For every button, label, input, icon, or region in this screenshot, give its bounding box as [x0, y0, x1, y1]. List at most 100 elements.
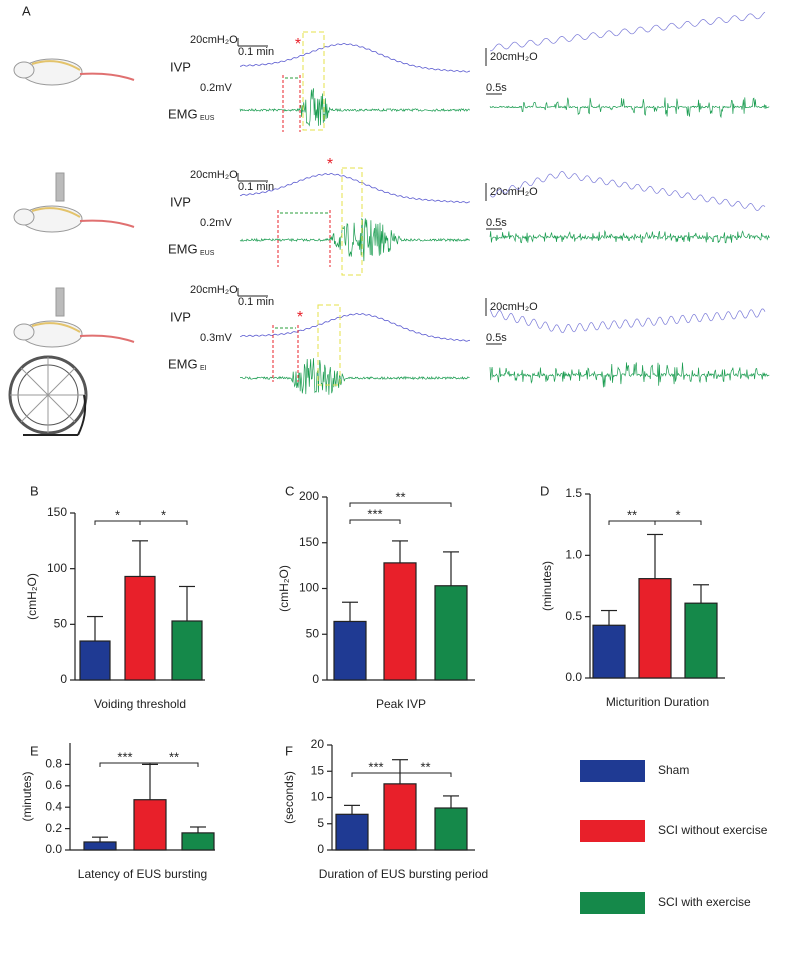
y-tick-label: 20 [311, 737, 325, 751]
trace-label: 20cmH₂O [190, 34, 238, 46]
right-emg-trace [489, 97, 770, 119]
bar [335, 813, 369, 851]
x-axis-label: Micturition Duration [606, 695, 709, 709]
significance-label: *** [368, 759, 383, 774]
emg-trace [239, 217, 470, 262]
trace-label: EMG [168, 106, 198, 121]
ivp-trace [239, 42, 470, 73]
y-axis-label: (minutes) [540, 561, 554, 611]
burst-window [341, 167, 363, 276]
x-axis-label: Duration of EUS bursting period [319, 867, 488, 881]
bar [79, 640, 111, 681]
y-tick-label: 1.5 [565, 486, 582, 500]
bar [592, 624, 626, 679]
trace-label: 0.1 min [238, 181, 274, 193]
significance-star: * [295, 36, 301, 53]
significance-label: ** [395, 489, 405, 504]
y-tick-label: 0 [312, 672, 319, 686]
significance-label: *** [117, 749, 132, 764]
y-tick-label: 0.6 [45, 778, 62, 792]
trace-label: 0.5s [486, 217, 507, 229]
y-tick-label: 0.2 [45, 821, 62, 835]
ivp-trace [239, 313, 471, 342]
right-ivp-trace [489, 11, 766, 52]
bar [638, 578, 672, 679]
y-tick-label: 0.0 [565, 670, 582, 684]
y-tick-label: 100 [47, 561, 67, 575]
panel-label: B [30, 483, 39, 498]
trace-label: 20cmH₂O [190, 169, 238, 181]
y-tick-label: 10 [311, 790, 325, 804]
bar [333, 620, 367, 681]
bar [171, 620, 203, 681]
bar [133, 799, 167, 851]
bar [383, 562, 417, 681]
significance-label: ** [627, 507, 637, 522]
right-ivp-trace [489, 171, 766, 211]
x-axis-label: Latency of EUS bursting [78, 867, 207, 881]
panel-label: A [22, 3, 31, 18]
emg-trace [240, 358, 470, 395]
y-axis-label: (seconds) [282, 771, 296, 824]
ivp-trace [239, 173, 470, 204]
y-tick-label: 0.8 [45, 757, 62, 771]
bar [434, 807, 468, 851]
legend-swatch [580, 760, 645, 782]
y-tick-label: 0.4 [45, 799, 62, 813]
trace-label: IVP [170, 194, 191, 209]
y-tick-label: 100 [299, 581, 319, 595]
trace-label: EUS [200, 250, 215, 257]
y-tick-label: 15 [311, 763, 325, 777]
y-axis-label: (minutes) [20, 771, 34, 821]
significance-bracket [349, 502, 452, 507]
trace-label: IVP [170, 309, 191, 324]
significance-label: * [675, 507, 680, 522]
significance-label: *** [367, 506, 382, 521]
panel-label: E [30, 743, 39, 758]
x-axis-label: Peak IVP [376, 697, 426, 711]
right-ivp-trace [489, 308, 766, 334]
trace-label: 0.5s [486, 82, 507, 94]
bar [684, 602, 718, 679]
panel-label: C [285, 483, 294, 498]
trace-label: 0.2mV [200, 82, 232, 94]
burst-window [317, 304, 341, 386]
y-tick-label: 150 [299, 535, 319, 549]
rat-illustrations [8, 58, 135, 436]
y-tick-label: 1.0 [565, 548, 582, 562]
x-axis-label: Voiding threshold [94, 697, 186, 711]
legend-label: Sham [658, 763, 689, 777]
significance-bracket [654, 520, 702, 525]
legend-swatch [580, 820, 645, 842]
y-tick-label: 200 [299, 489, 319, 503]
y-axis-label: (cmH₂O) [25, 573, 39, 620]
trace-label: EUS [200, 115, 215, 122]
trace-label: IVP [170, 59, 191, 74]
y-tick-label: 5 [317, 816, 324, 830]
bar [124, 575, 156, 681]
legend-swatch [580, 892, 645, 914]
trace-label: 20cmH₂O [490, 51, 538, 63]
trace-label: 0.1 min [238, 296, 274, 308]
trace-label: 20cmH₂O [190, 284, 238, 296]
burst-window [302, 31, 325, 131]
right-emg-trace [489, 229, 770, 244]
y-axis-label: (cmH₂O) [277, 565, 291, 612]
significance-label: ** [169, 749, 179, 764]
emg-trace [239, 88, 470, 127]
y-tick-label: 150 [47, 505, 67, 519]
significance-label: * [115, 507, 120, 522]
trace-label: 0.5s [486, 332, 507, 344]
trace-label: 0.1 min [238, 46, 274, 58]
significance-bracket [399, 772, 452, 777]
legend-label: SCI with exercise [658, 895, 751, 909]
y-tick-label: 0.5 [565, 609, 582, 623]
significance-bracket [139, 520, 188, 525]
y-tick-label: 50 [306, 626, 320, 640]
bar [383, 783, 417, 851]
y-tick-label: 0.0 [45, 842, 62, 856]
trace-label: EMG [168, 241, 198, 256]
significance-bracket [149, 762, 199, 767]
trace-label: 20cmH₂O [490, 301, 538, 313]
